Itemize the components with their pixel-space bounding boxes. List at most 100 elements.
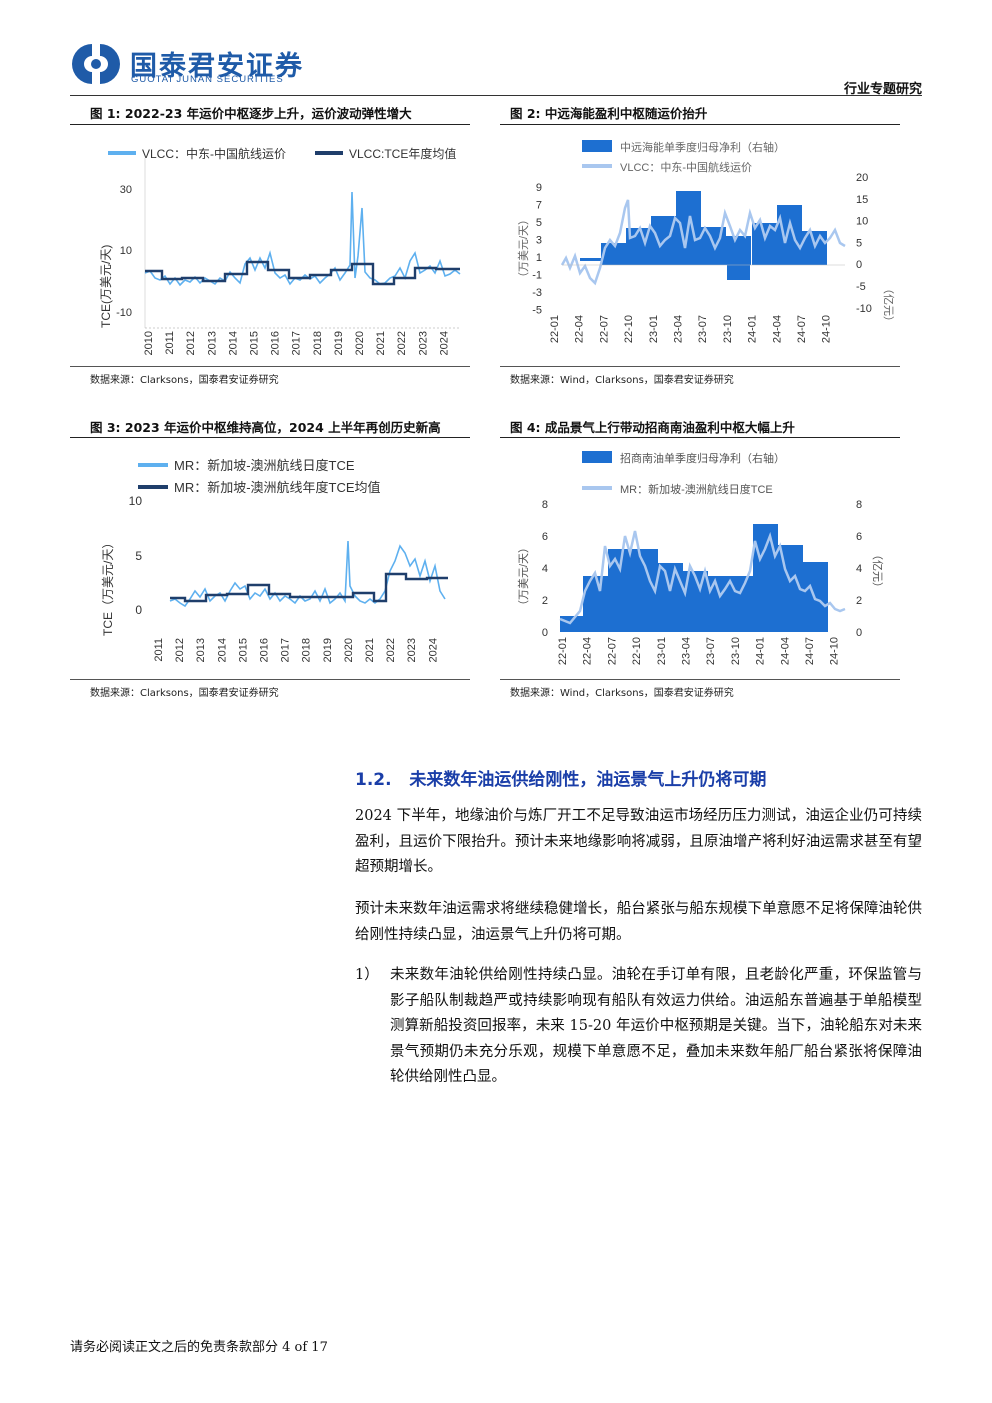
section-heading: 1.2. 未来数年油运供给刚性，油运景气上升仍将可期 [355,765,766,790]
fig3-ytick: 0 [135,603,142,617]
fig1-ylabel: TCE(万美元/天) [99,245,113,328]
fig4-line [559,530,846,625]
fig4-ytick-right: 0 [856,627,862,639]
fig1-xtick: 2010 [143,331,155,355]
fig2-xtick: 24-10 [821,315,833,343]
fig1-xtick: 2015 [249,331,261,355]
fig4-bar [658,563,683,632]
figure-4-top-rule [500,437,900,438]
fig4-ytick-left: 4 [542,563,548,575]
fig2-xtick: 23-07 [697,315,709,343]
paragraph-2: 预计未来数年油运需求将继续稳健增长，船台紧张与船东规模下单意愿不足将保障油轮供给… [355,901,922,943]
fig2-xtick: 23-10 [722,315,734,343]
fig2-bar [777,205,802,265]
fig1-xtick: 2017 [291,331,303,355]
fig1-ytick: 10 [120,245,132,257]
fig3-legend-1: MR：新加坡-澳洲航线日度TCE [174,458,355,473]
fig4-ytick-right: 8 [856,499,862,511]
header-divider [70,95,922,96]
fig2-ytick-right: 10 [856,216,868,228]
fig2-ytick-left: 3 [536,235,542,247]
fig2-bar [601,243,626,265]
figure-3-top-rule [70,437,470,438]
fig4-bar [753,524,778,632]
fig3-xtick: 2014 [216,638,228,662]
figure-2-top-rule [500,124,900,125]
fig3-xtick: 2022 [385,638,397,662]
fig4-xtick: 24-07 [804,637,816,665]
figure-4-bottom-rule [500,679,900,680]
fig4-xtick: 24-01 [755,637,767,665]
fig3-xtick: 2017 [280,638,292,662]
fig4-legend-2: MR：新加坡-澳洲航线日度TCE [620,482,773,496]
fig2-ytick-left: 9 [536,182,542,194]
fig2-line [560,199,846,286]
figure-4-title: 图 4: 成品景气上行带动招商南油盈利中枢大幅上升 [510,420,795,435]
fig4-xtick: 22-04 [582,637,594,665]
figure-1-title: 图 1: 2022-23 年运价中枢逐步上升，运价波动弹性增大 [90,106,412,121]
fig4-xtick: 22-07 [606,637,618,665]
fig2-ytick-left: -5 [532,305,542,317]
fig2-bar [580,258,604,261]
fig4-xtick: 23-10 [730,637,742,665]
fig1-xtick: 2019 [333,331,345,355]
fig4-xtick: 23-01 [656,637,668,665]
fig1-xtick: 2012 [185,331,197,355]
fig4-xtick: 24-10 [829,637,841,665]
fig3-xtick: 2012 [174,638,186,662]
fig4-ytick-left: 8 [542,499,548,511]
fig2-ylabel-left: （万美元/天） [517,214,530,283]
fig1-xtick: 2024 [438,331,450,355]
fig2-xtick: 24-04 [771,315,783,343]
fig2-xtick: 22-10 [623,315,635,343]
paragraph-1: 2024 下半年，地缘油价与炼厂开工不足导致油运市场经历压力测试，油运企业仍可持… [355,808,922,875]
fig4-ytick-right: 4 [856,563,862,575]
fig1-ytick: 30 [120,184,132,196]
fig2-ytick-right: 20 [856,172,868,184]
fig2-bars [580,191,827,280]
fig2-xtick: 22-04 [574,315,586,343]
fig1-xtick: 2023 [417,331,429,355]
company-logo: 国泰君安证券 GUOTAI JUNAN SECURITIES [70,40,370,86]
figure-1-top-rule [70,124,470,125]
fig1-series-daily [144,191,461,287]
fig1-series-annual [145,260,460,286]
figure-4-chart: 招商南油单季度归母净利（右轴） MR：新加坡-澳洲航线日度TCE （万美元/天）… [517,451,884,665]
logo-text-en: GUOTAI JUNAN SECURITIES [131,74,284,85]
figure-2-chart: 中远海能单季度归母净利（右轴） VLCC：中东-中国航线运价 （万美元/天） （… [517,140,895,343]
fig4-xtick: 23-07 [705,637,717,665]
fig2-ytick-left: 1 [536,252,542,264]
fig2-bar [726,236,751,265]
fig4-ylabel-left: （万美元/天） [517,542,530,611]
fig2-ytick-left: -1 [532,270,542,282]
fig4-xtick: 22-01 [557,637,569,665]
fig4-xtick: 24-04 [779,637,791,665]
fig4-ytick-left: 2 [542,595,548,607]
fig3-xtick: 2024 [427,638,439,662]
fig2-ytick-right: -10 [856,303,872,315]
fig3-series-annual [170,572,448,603]
figure-4-source: 数据来源：Wind，Clarksons，国泰君安证券研究 [510,688,734,699]
logo-text-cn: 国泰君安证券 [130,51,304,82]
fig3-xtick: 2015 [237,638,249,662]
fig3-xtick: 2018 [301,638,313,662]
list-item-number: 1） [355,967,379,983]
fig1-xtick: 2020 [354,331,366,355]
fig2-xtick: 24-07 [796,315,808,343]
fig1-legend-1: VLCC：中东-中国航线运价 [142,146,286,161]
fig3-ytick: 10 [129,494,143,508]
fig3-xtick: 2020 [343,638,355,662]
fig2-ytick-right: 15 [856,194,868,206]
fig2-bar [752,223,777,265]
fig3-xtick: 2021 [364,638,376,662]
fig4-xtick: 22-10 [631,637,643,665]
figure-2-source: 数据来源：Wind，Clarksons，国泰君安证券研究 [510,375,734,386]
fig2-ytick-right: 5 [856,237,862,249]
fig3-ytick: 5 [135,549,142,563]
section-number: 1.2. [355,770,392,790]
fig3-xtick: 2016 [259,638,271,662]
logo-mark-icon [72,44,120,84]
figure-1-source: 数据来源：Clarksons，国泰君安证券研究 [90,375,279,386]
figure-2-bottom-rule [500,366,900,367]
section-title: 未来数年油运供给刚性，油运景气上升仍将可期 [409,770,767,790]
